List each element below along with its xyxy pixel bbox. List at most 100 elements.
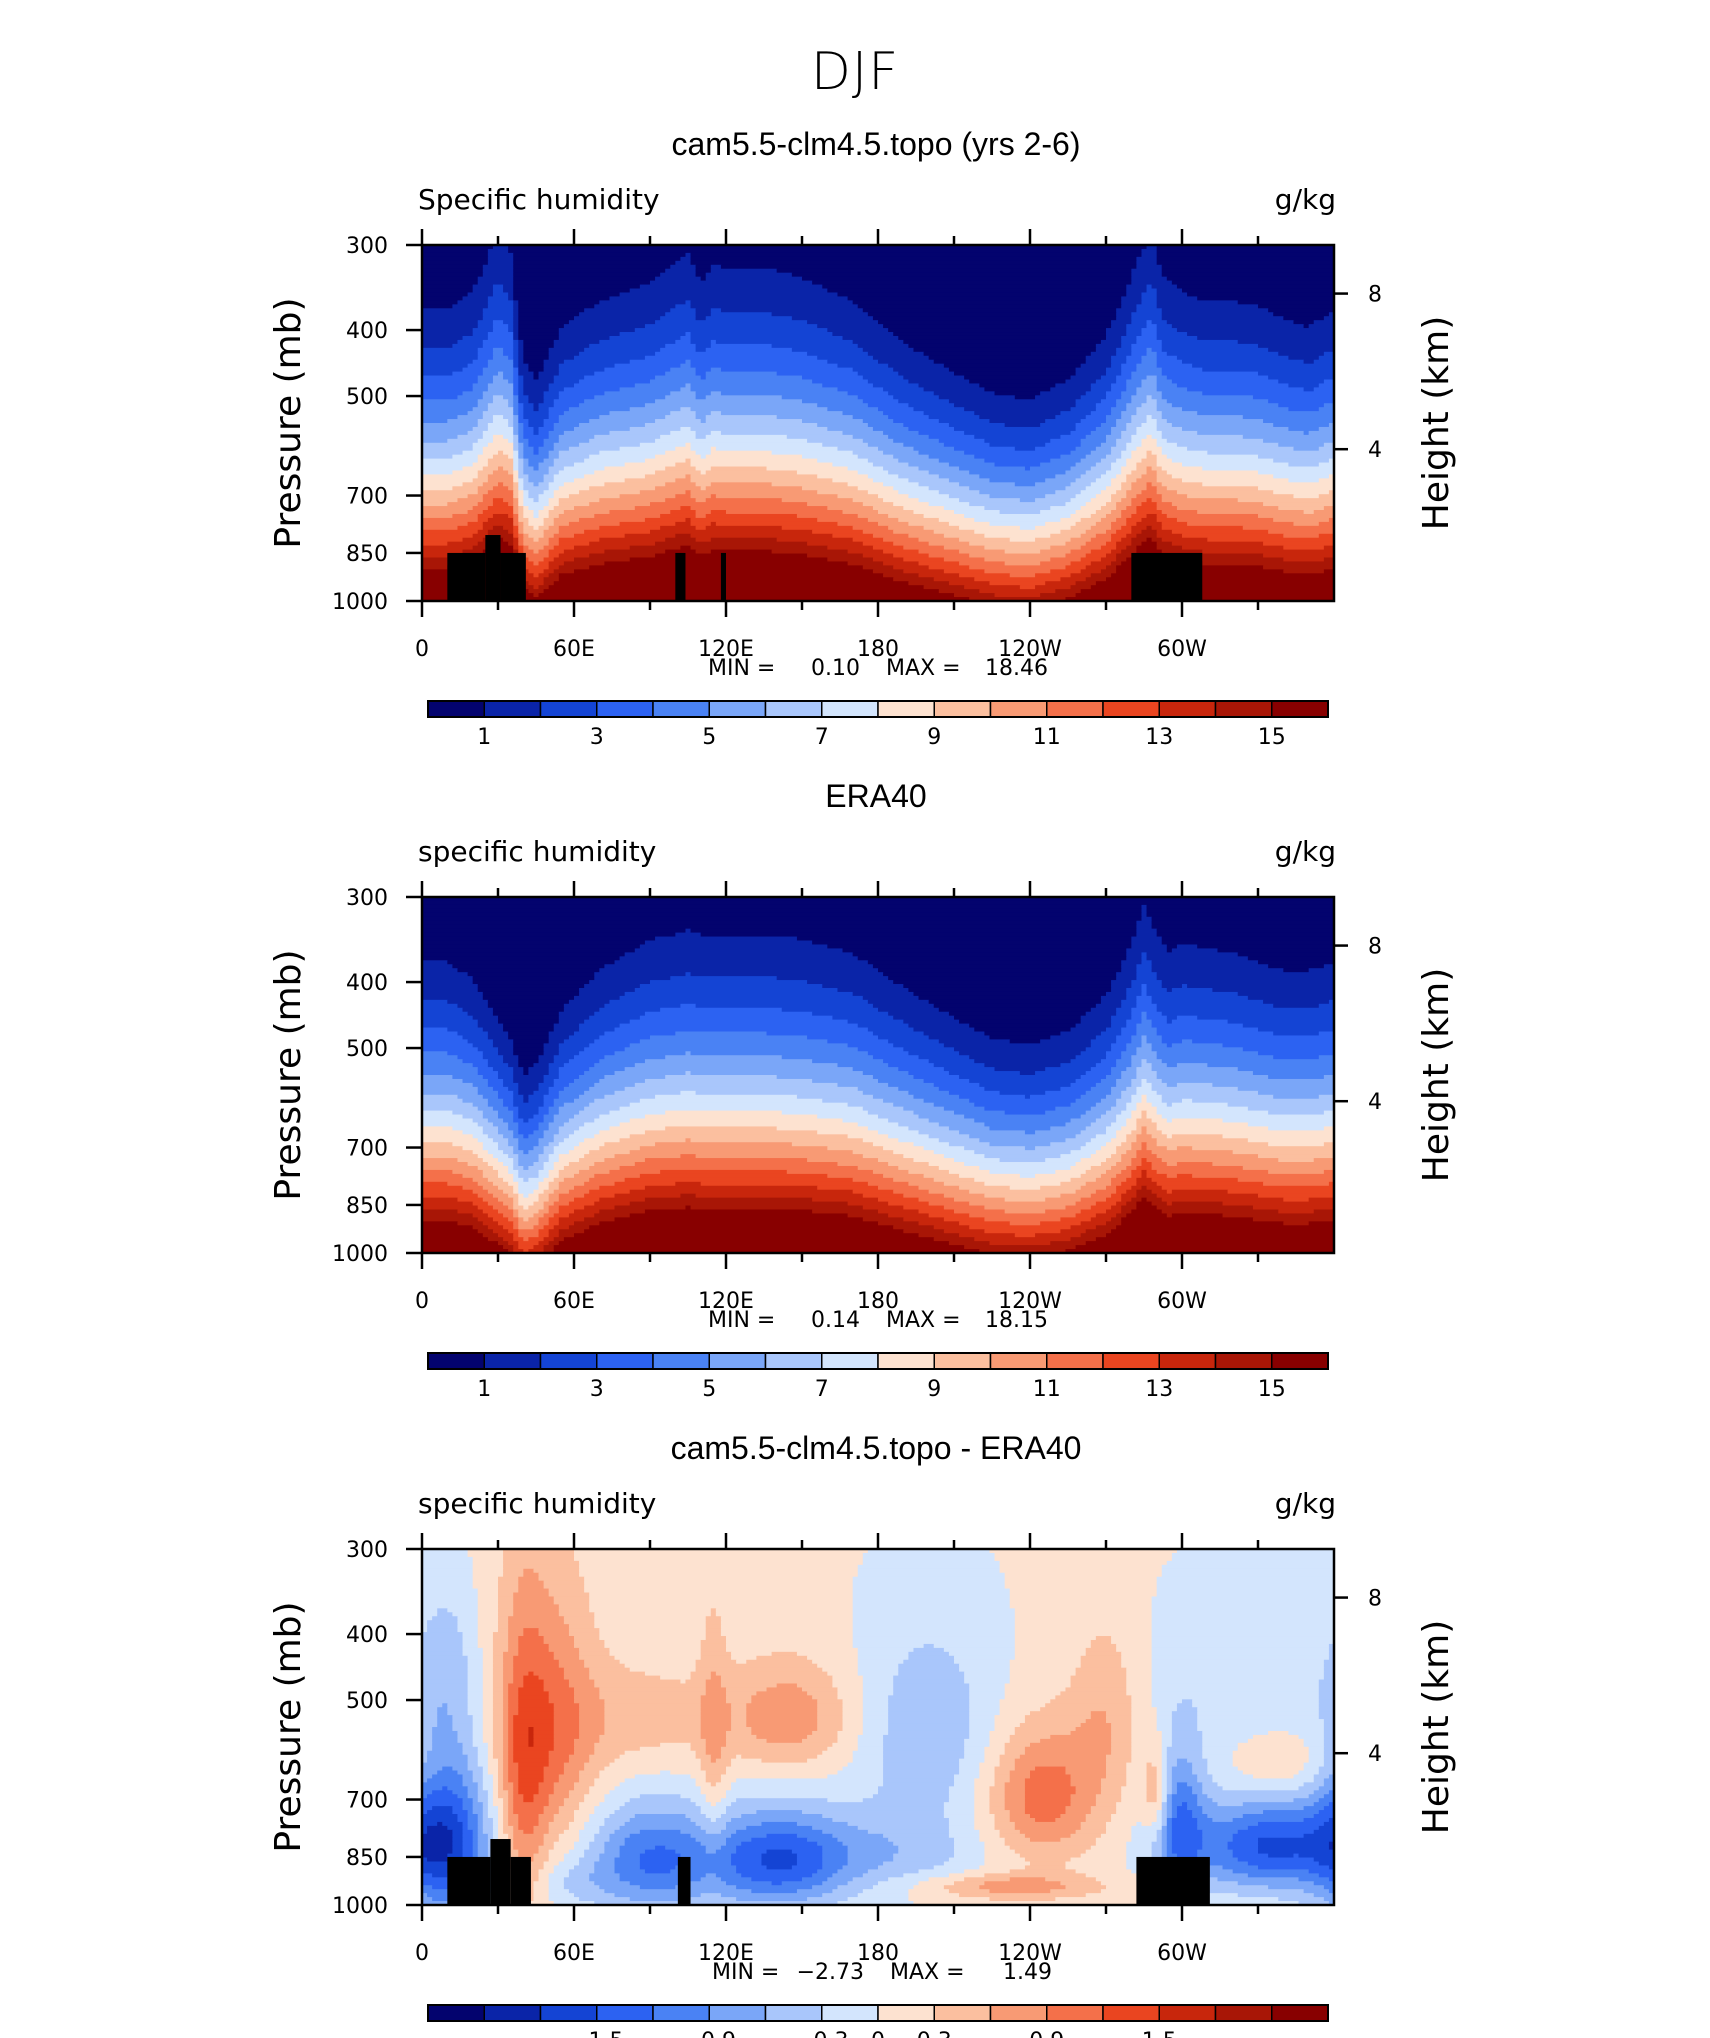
contour-cell [1197,1778,1213,1783]
contour-cell [943,1802,975,1807]
contour-cell [1202,1754,1234,1760]
contour-cell [1100,442,1117,448]
contour-cell [498,1782,504,1787]
contour-cell [508,1193,519,1199]
contour-cell [518,383,524,388]
contour-cell [467,1667,484,1673]
contour-cell [634,1063,839,1068]
contour-cell [872,478,909,483]
contour-cell [422,1023,479,1029]
contour-cell [954,1197,1006,1203]
contour-cell [1136,1003,1158,1009]
contour-cell [422,308,484,313]
contour-cell [1116,1189,1127,1195]
contour-cell [1116,1039,1132,1044]
contour-cell [1176,1082,1213,1088]
contour-cell [548,1758,570,1764]
contour-cell [705,1683,722,1689]
contour-cell [974,1102,1072,1108]
contour-cell [1161,395,1254,400]
contour-cell [1171,1734,1203,1740]
contour-cell [695,1667,823,1673]
contour-cell [538,1181,550,1187]
contour-cell [710,494,717,499]
contour-cell [994,1778,1011,1783]
contour-cell [422,1647,464,1653]
contour-cell [513,1782,519,1787]
contour-cell [508,403,514,408]
contour-cell [543,1237,555,1242]
contour-cell [837,987,909,993]
contour-cell [1121,430,1137,436]
colorbar-tick-label: 7 [815,725,829,750]
contour-cell [523,510,535,515]
contour-cell [1141,1158,1148,1163]
contour-cell [553,1782,575,1787]
contour-cell [467,1655,484,1661]
contour-cell [690,304,859,309]
contour-cell [1161,1209,1279,1215]
contour-cell [477,1750,489,1756]
colorbar-tick-label: 15 [1258,1377,1286,1402]
contour-cell [1126,1213,1168,1218]
contour-cell [604,1727,702,1732]
contour-cell [492,1675,504,1681]
contour-cell [518,498,524,503]
contour-cell [503,1564,580,1570]
contour-cell [609,1790,702,1795]
contour-cell [508,423,514,428]
contour-cell [553,1146,575,1151]
contour-cell [741,1754,818,1760]
contour-cell [1141,1197,1148,1203]
contour-cell [644,1059,813,1064]
contour-cell [700,1715,732,1720]
contour-cell [1065,1205,1092,1211]
contour-cell [969,1078,1077,1084]
contour-cell [1136,1205,1158,1211]
contour-cell [1156,399,1168,404]
contour-cell [1121,968,1137,973]
contour-cell [589,1086,626,1092]
contour-cell [498,1094,514,1100]
contour-cell [492,1205,509,1211]
contour-cell [1111,1047,1127,1052]
contour-cell [852,1636,1016,1641]
contour-cell [477,1090,499,1096]
contour-cell [690,446,712,452]
contour-cell [1111,482,1122,487]
contour-cell [553,375,585,381]
contour-cell [482,510,514,515]
contour-cell [1323,1742,1334,1748]
contour-cell [508,1794,514,1799]
contour-cell [533,1798,550,1803]
contour-cell [918,498,960,503]
contour-cell [675,533,692,539]
contour-cell [984,1106,1056,1112]
contour-cell [422,482,464,487]
contour-cell [690,478,833,483]
contour-cell [1182,359,1305,365]
contour-cell [467,430,484,436]
units-label: g/kg [1275,183,1336,216]
contour-cell [492,1683,504,1689]
contour-cell [503,498,514,503]
contour-cell [1131,1209,1163,1215]
contour-cell [1126,517,1143,523]
contour-cell [422,1616,433,1621]
contour-cell [1323,557,1334,563]
contour-cell [1156,1774,1163,1780]
contour-cell [487,1150,504,1155]
contour-cell [720,1679,833,1685]
contour-cell [543,521,555,527]
contour-cell [1278,351,1325,357]
contour-cell [538,482,550,487]
contour-cell [543,1114,555,1120]
contour-cell [1171,458,1274,464]
contour-cell [437,1707,448,1712]
contour-cell [1080,1209,1107,1215]
contour-cell [1106,1197,1122,1203]
contour-cell [903,1659,955,1665]
contour-cell [903,984,1112,989]
contour-cell [943,1205,985,1211]
contour-cell [462,1078,489,1084]
